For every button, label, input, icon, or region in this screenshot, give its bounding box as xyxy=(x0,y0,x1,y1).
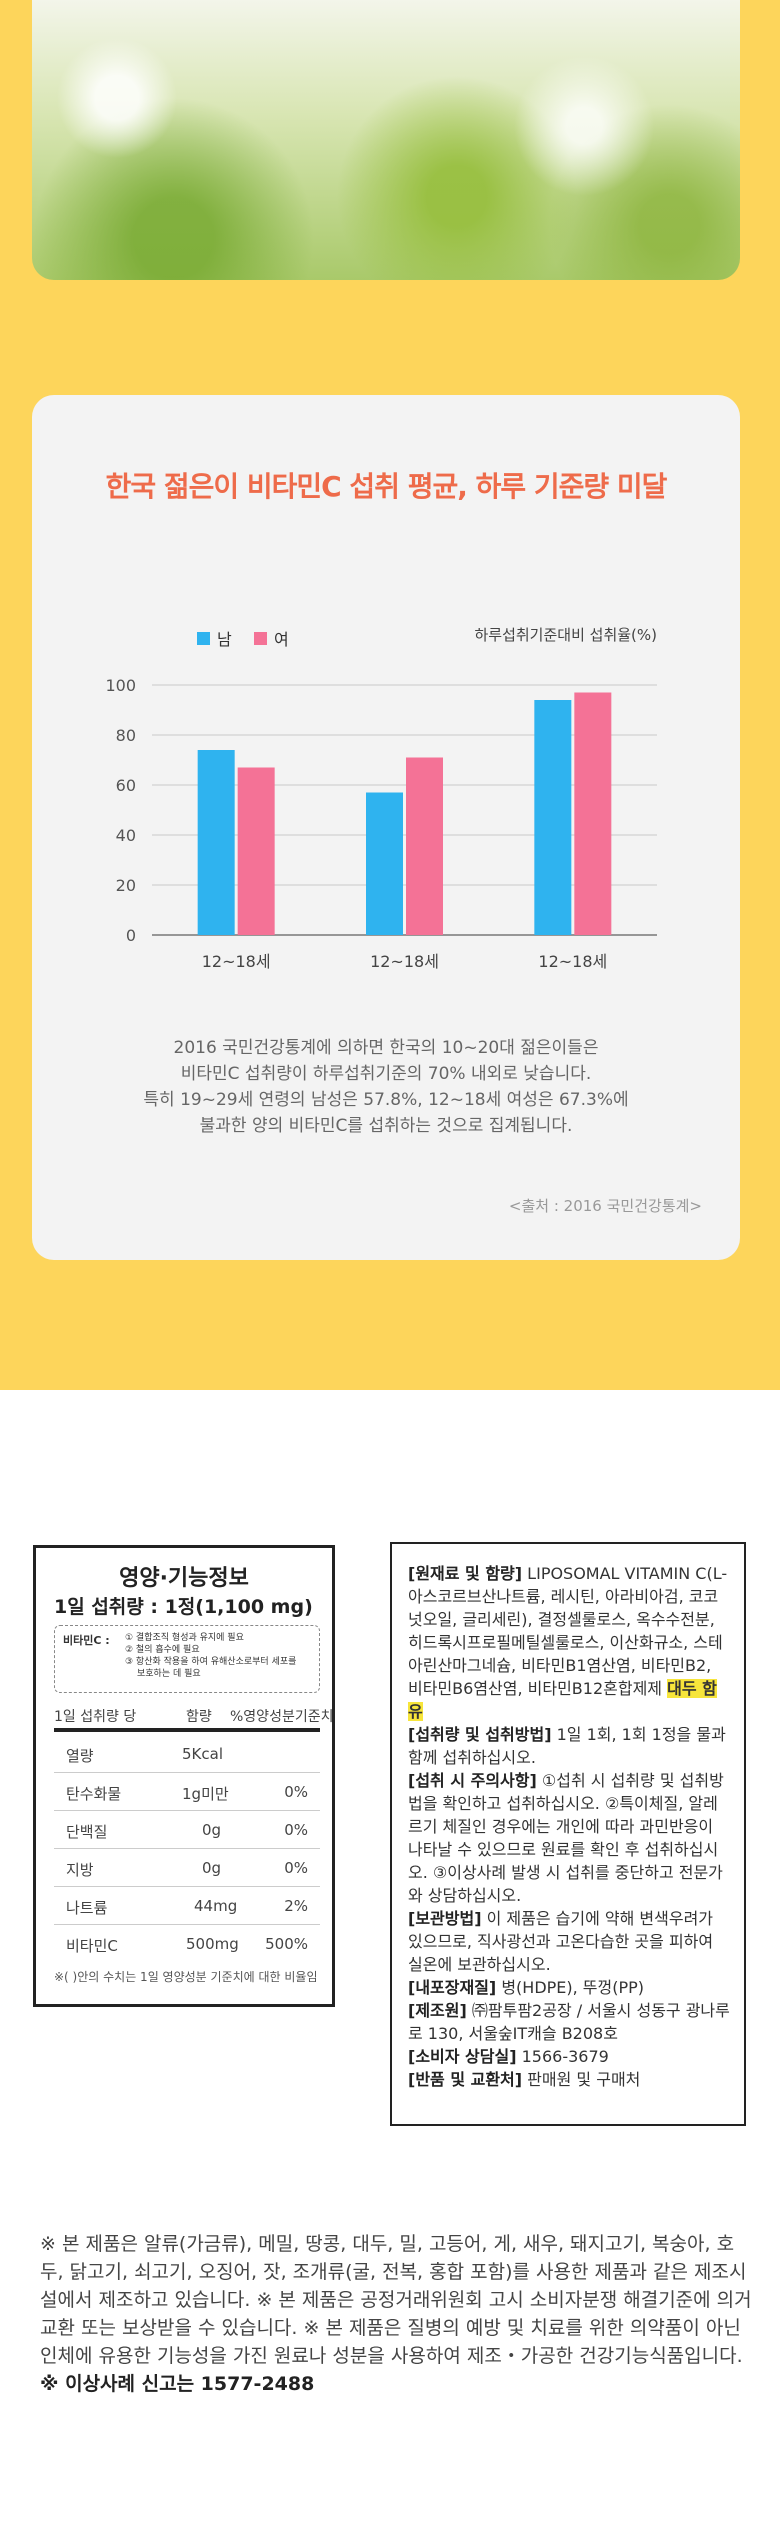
function-line: 보호하는 데 필요 xyxy=(137,1669,201,1679)
y-tick-label: 60 xyxy=(116,776,136,795)
caution-label: [섭취 시 주의사항] xyxy=(408,1771,537,1790)
nutrient-percent: 0% xyxy=(284,1821,308,1839)
y-tick-label: 40 xyxy=(116,826,136,845)
ingredients-section: [원재료 및 함량] LIPOSOMAL VITAMIN C(L-아스코르브산나… xyxy=(408,1562,730,1723)
legend-label: 남 xyxy=(217,630,232,649)
bar-female xyxy=(406,757,443,935)
nutrient-name: 비타민C xyxy=(66,1937,118,1955)
maker-section: [제조원] ㈜팜투팜2공장 / 서울시 성동구 광나루로 130, 서울숲IT캐… xyxy=(408,1999,730,2045)
nutrient-name: 나트륨 xyxy=(66,1899,108,1917)
vitamin-function-box: 비타민C : ① 결합조직 형성과 유지에 필요 ② 철의 흡수에 필요 ③ 항… xyxy=(54,1625,320,1693)
ingredients-label: [원재료 및 함량] xyxy=(408,1564,523,1583)
nutrition-title: 영양·기능정보 xyxy=(119,1566,249,1591)
packaging-text: 병(HDPE), 뚜껑(PP) xyxy=(496,1978,645,1997)
table-divider xyxy=(54,1728,320,1732)
x-tick-label: 12~18세 xyxy=(370,952,439,971)
header-per-day: 1일 섭취량 당 xyxy=(54,1709,137,1725)
y-axis-label: 하루섭취기준대비 섭취율(%) xyxy=(474,626,657,644)
maker-label: [제조원] xyxy=(408,2001,467,2020)
y-tick-label: 20 xyxy=(116,876,136,895)
vitamin-label: 비타민C : xyxy=(63,1634,110,1647)
consult-label: [소비자 상담실] xyxy=(408,2047,517,2066)
nutrient-percent: 0% xyxy=(284,1783,308,1801)
nutrient-amount: 0g xyxy=(202,1821,222,1839)
return-section: [반품 및 교환처] 판매원 및 구매처 xyxy=(408,2068,730,2091)
nutrient-amount: 5Kcal xyxy=(182,1745,223,1763)
packaging-section: [내포장재질] 병(HDPE), 뚜껑(PP) xyxy=(408,1976,730,1999)
method-label: [섭취량 및 섭취방법] xyxy=(408,1725,552,1744)
caution-section: [섭취 시 주의사항] ①섭취 시 섭취량 및 섭취방법을 확인하고 섭취하십시… xyxy=(408,1769,730,1907)
bar-male xyxy=(197,750,235,935)
chart-description: 2016 국민건강통계에 의하면 한국의 10~20대 젊은이들은 비타민C 섭… xyxy=(92,1035,680,1139)
bar-female xyxy=(574,692,612,935)
nutrient-percent: 500% xyxy=(265,1935,308,1953)
y-tick-label: 80 xyxy=(116,726,136,745)
notice-text: ※ 본 제품은 알류(가금류), 메밀, 땅콩, 대두, 밀, 고등어, 게, … xyxy=(40,2233,752,2367)
y-tick-label: 0 xyxy=(126,926,136,945)
storage-text: 이 제품은 습기에 약해 변색우려가 있으므로, 직사광선과 고온다습한 곳을 … xyxy=(408,1909,714,1974)
nutrition-row: 단백질 0g 0% xyxy=(54,1810,320,1849)
nutrition-row: 지방 0g 0% xyxy=(54,1848,320,1887)
legend-label: 여 xyxy=(274,630,289,649)
description-line: 비타민C 섭취량이 하루섭취기준의 70% 내외로 낮습니다. xyxy=(180,1064,592,1084)
function-line: ② 철의 흡수에 필요 xyxy=(125,1645,200,1655)
bar-chart: 0 20 40 60 80 100 12~18세 12~18세 12~18세 남 여 하루섭취기준대비… xyxy=(105,626,657,971)
serving-size: 1일 섭취량 : 1정(1,100 mg) xyxy=(54,1596,313,1618)
vitamin-functions: ① 결합조직 형성과 유지에 필요 ② 철의 흡수에 필요 ③ 항산화 작용을 … xyxy=(125,1632,315,1680)
nutrition-row: 나트륨 44mg 2% xyxy=(54,1886,320,1925)
nutrient-amount: 1g미만 xyxy=(182,1785,229,1803)
ingredients-text: LIPOSOMAL VITAMIN C(L-아스코르브산나트륨, 레시틴, 아라… xyxy=(408,1564,728,1698)
bar-female xyxy=(237,767,275,935)
nutrient-percent: 2% xyxy=(284,1897,308,1915)
description-line: 2016 국민건강통계에 의하면 한국의 10~20대 젊은이들은 xyxy=(173,1038,599,1058)
nutrition-panel: 영양·기능정보 1일 섭취량 : 1정(1,100 mg) 비타민C : ① 결… xyxy=(33,1545,335,2007)
header-percent: %영양성분기준치 xyxy=(230,1709,334,1725)
nutrient-name: 단백질 xyxy=(66,1823,108,1841)
report-line: ※ 이상사례 신고는 1577-2488 xyxy=(40,2373,315,2395)
nutrient-name: 열량 xyxy=(66,1747,94,1765)
nutrient-name: 지방 xyxy=(66,1861,94,1879)
bar-male xyxy=(534,700,572,935)
nutrition-footnote: ※( )안의 수치는 1일 영양성분 기준치에 대한 비율임 xyxy=(54,1970,318,1984)
description-line: 특히 19~29세 연령의 남성은 57.8%, 12~18세 여성은 67.3… xyxy=(143,1090,629,1110)
caution-text: ①섭취 시 섭취량 및 섭취방법을 확인하고 섭취하십시오. ②특이체질, 알레… xyxy=(408,1771,724,1905)
chart-title: 한국 젊은이 비타민C 섭취 평균, 하루 기준량 미달 xyxy=(105,470,668,503)
return-text: 판매원 및 구매처 xyxy=(522,2070,641,2089)
storage-section: [보관방법] 이 제품은 습기에 약해 변색우려가 있으므로, 직사광선과 고온… xyxy=(408,1907,730,1976)
method-section: [섭취량 및 섭취방법] 1일 1회, 1회 1정을 물과 함께 섭취하십시오. xyxy=(408,1723,730,1769)
nutrition-row: 비타민C 500mg 500% xyxy=(54,1924,320,1962)
nutrient-percent: 0% xyxy=(284,1859,308,1877)
function-line: ③ 항산화 작용을 하여 유해산소로부터 세포를 xyxy=(125,1657,297,1667)
legend-swatch xyxy=(197,632,210,645)
notice-block: ※ 본 제품은 알류(가금류), 메밀, 땅콩, 대두, 밀, 고등어, 게, … xyxy=(40,2230,752,2398)
storage-label: [보관방법] xyxy=(408,1909,482,1928)
function-line: ① 결합조직 형성과 유지에 필요 xyxy=(125,1633,244,1643)
header-amount: 함량 xyxy=(186,1709,212,1725)
x-tick-label: 12~18세 xyxy=(538,952,607,971)
nature-photo xyxy=(32,0,740,280)
nutrient-name: 탄수화물 xyxy=(66,1785,122,1803)
bar-male xyxy=(366,792,403,935)
chart-card: 한국 젊은이 비타민C 섭취 평균, 하루 기준량 미달 0 20 40 60 80 10… xyxy=(32,395,740,1260)
nutrient-amount: 500mg xyxy=(186,1935,239,1953)
nutrient-amount: 0g xyxy=(202,1859,222,1877)
legend-swatch xyxy=(254,632,267,645)
consult-text: 1566-3679 xyxy=(516,2047,609,2066)
description-line: 불과한 양의 비타민C를 섭취하는 것으로 집계됩니다. xyxy=(199,1116,573,1136)
nutrition-row: 열량 5Kcal xyxy=(54,1734,320,1773)
y-tick-label: 100 xyxy=(105,676,136,695)
method-text: 1일 1회, 1회 1정을 물과 함께 섭취하십시오. xyxy=(408,1725,726,1767)
chart-source: <출처 : 2016 국민건강통계> xyxy=(508,1197,702,1215)
product-info-box: [원재료 및 함량] LIPOSOMAL VITAMIN C(L-아스코르브산나… xyxy=(390,1542,746,2126)
nutrient-amount: 44mg xyxy=(194,1897,238,1915)
maker-text: ㈜팜투팜2공장 / 서울시 성동구 광나루로 130, 서울숲IT캐슬 B208… xyxy=(408,2001,730,2043)
packaging-label: [내포장재질] xyxy=(408,1978,497,1997)
nutrition-row: 탄수화물 1g미만 0% xyxy=(54,1772,320,1811)
consult-section: [소비자 상담실] 1566-3679 xyxy=(408,2045,730,2068)
return-label: [반품 및 교환처] xyxy=(408,2070,523,2089)
x-tick-label: 12~18세 xyxy=(202,952,271,971)
